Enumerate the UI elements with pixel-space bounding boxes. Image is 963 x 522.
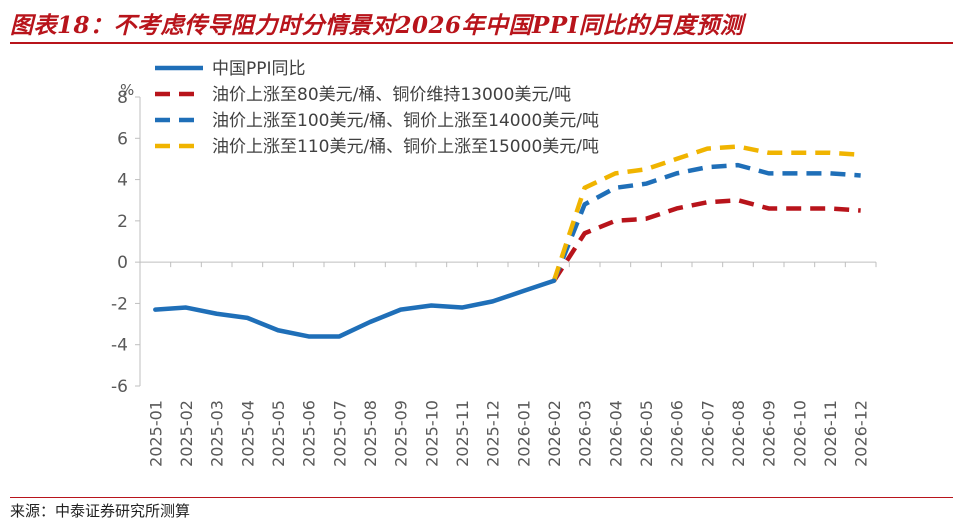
y-tick-label: 6 [117,129,128,149]
source-note: 来源：中泰证券研究所测算 [10,502,191,520]
x-tick-label: 2026-09 [760,400,779,467]
x-tick-label: 2025-06 [300,400,319,467]
series-line-2 [551,162,861,282]
y-tick-label: -6 [111,377,128,397]
x-tick-label: 2025-02 [177,400,196,467]
legend-label: 油价上涨至110美元/桶、铜价上涨至15000美元/吨 [212,137,599,157]
footer-divider [10,497,953,498]
x-tick-label: 2025-11 [453,400,472,467]
x-tick-label: 2025-10 [422,400,441,467]
x-tick-label: 2026-04 [606,400,625,467]
x-tick-label: 2026-02 [545,400,564,467]
x-tick-label: 2025-01 [146,400,165,467]
chart-title: 图表18：不考虑传导阻力时分情景对2026年中国PPI同比的月度预测 [10,12,744,39]
legend-label: 中国PPI同比 [212,59,306,79]
x-tick-label: 2026-08 [729,400,748,467]
legend-label: 油价上涨至80美元/桶、铜价维持13000美元/吨 [212,85,571,105]
x-tick-label: 2026-07 [698,400,717,467]
x-tick-label: 2025-08 [361,400,380,467]
x-tick-label: 2026-05 [637,400,656,467]
ppi-forecast-chart: -6 -4 -2 0 2 4 6 8% 2025-01 2025-02 2025-03 2025-04… [111,59,877,467]
y-tick-label: 4 [117,171,128,191]
x-tick-label: 2026-12 [852,400,871,467]
x-tick-label: 2025-05 [269,400,288,467]
y-axis-unit: % [120,81,134,99]
title-divider [10,42,953,44]
legend-label: 油价上涨至100美元/桶、铜价上涨至14000美元/吨 [212,111,599,131]
series-line-0 [153,278,557,339]
y-tick-label: -4 [111,336,128,356]
y-tick-label: 0 [117,253,128,273]
x-tick-label: 2026-11 [821,400,840,467]
chart-series [153,144,861,339]
x-tick-label: 2026-06 [668,400,687,467]
x-tick-label: 2025-12 [484,400,503,467]
y-tick-label: 2 [117,212,128,232]
y-tick-label: 8 [117,88,128,108]
x-tick-label: 2025-07 [330,400,349,467]
y-tick-label: -2 [111,294,128,314]
x-tick-label: 2025-03 [208,400,227,467]
series-line-1 [552,197,861,282]
x-tick-label: 2026-10 [790,400,809,467]
chart-axes: -6 -4 -2 0 2 4 6 8% 2025-01 2025-02 2025-03 2025-04… [111,81,877,467]
chart-legend: 中国PPI同比油价上涨至80美元/桶、铜价维持13000美元/吨油价上涨至100… [155,59,599,157]
x-tick-label: 2025-09 [392,400,411,467]
series-line-3 [551,144,861,282]
x-tick-label: 2025-04 [238,400,257,467]
x-tick-label: 2026-01 [514,400,533,467]
x-tick-label: 2026-03 [576,400,595,467]
